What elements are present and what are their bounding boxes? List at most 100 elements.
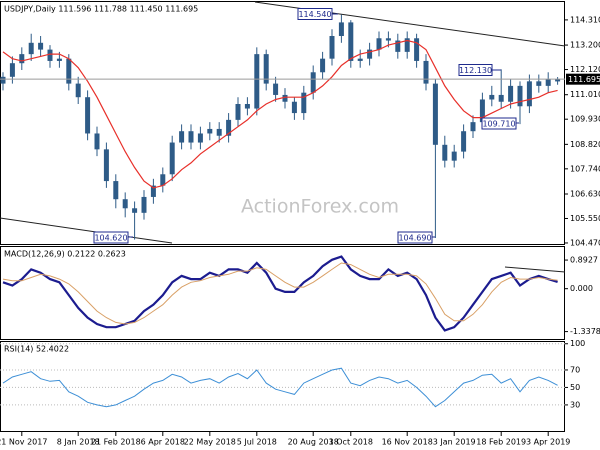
candle-body [150, 185, 156, 197]
candle-body [395, 40, 401, 52]
candle-body [160, 174, 166, 186]
candle-body [498, 94, 504, 102]
x-tick-label: 21 Feb 2018 [91, 438, 141, 447]
y-tick-label: 0.000 [570, 284, 593, 293]
candle-body [179, 131, 185, 143]
y-tick-label: 106.630 [570, 189, 600, 198]
candle-body [451, 151, 457, 161]
moving-average [2, 39, 558, 189]
candle-body [19, 54, 25, 64]
candle-body [244, 104, 250, 109]
candle-body [28, 42, 34, 55]
x-tick-label: 6 Apr 2018 [141, 438, 185, 447]
candle-body [470, 122, 476, 132]
candle-body [188, 131, 194, 143]
candle-body [282, 94, 288, 102]
annotation-box [93, 231, 129, 244]
annotation: 109.710 [481, 117, 519, 130]
candle-body [357, 58, 363, 61]
annotation-text: 109.710 [482, 120, 515, 129]
candle-body [169, 142, 175, 175]
y-tick-label: 111.010 [570, 90, 600, 99]
candle-body [404, 38, 410, 52]
annotation-box [397, 231, 433, 244]
candle-body [442, 144, 448, 161]
trendline [0, 217, 173, 244]
annotation-text: 104.620 [94, 234, 127, 243]
candle-body [461, 131, 467, 152]
x-tick-label: 16 Nov 2018 [382, 438, 433, 447]
candle-body [9, 63, 15, 77]
candle-body [338, 22, 344, 37]
candle-body [66, 58, 72, 84]
candle-body [385, 38, 391, 41]
x-tick-label: 22 May 2018 [184, 438, 236, 447]
annotation: 104.690 [397, 231, 435, 244]
candle-body [216, 128, 222, 136]
y-tick-label: 107.740 [570, 164, 600, 173]
candle-body [263, 54, 269, 84]
candle-body [489, 94, 495, 100]
candle-body [141, 196, 147, 213]
x-tick-label: 5 Jul 2018 [237, 438, 277, 447]
x-tick-label: 8 Jan 2018 [57, 438, 100, 447]
y-tick-label: 70 [570, 365, 580, 374]
candle-body [226, 119, 232, 136]
candle-body [367, 49, 373, 59]
y-tick-label: 104.470 [570, 238, 600, 247]
y-tick-label: 100 [570, 339, 585, 348]
y-tick-label: 112.120 [570, 65, 600, 74]
macd-panel [0, 246, 565, 340]
annotation: 114.540 [297, 8, 338, 20]
candle-body [291, 101, 297, 114]
candle-body [103, 149, 109, 182]
watermark: ActionForex.com [241, 196, 399, 218]
candle-body [517, 85, 523, 107]
y-tick-label: 30 [570, 400, 580, 409]
candle-body [85, 97, 91, 134]
y-tick-label: 109.930 [570, 115, 600, 124]
annotation-text: 104.690 [398, 234, 431, 243]
candle-body [122, 199, 128, 209]
candle-body [536, 81, 542, 86]
candle-body [320, 58, 326, 73]
y-tick-label: 0.8927 [570, 256, 598, 265]
candle-body [432, 83, 438, 145]
y-tick-label: 113.200 [570, 41, 600, 50]
candle-body [526, 81, 532, 107]
x-tick-label: 21 Nov 2017 [0, 438, 47, 447]
y-tick-label: 50 [570, 383, 580, 392]
x-tick-label: 3 Jan 2019 [433, 438, 476, 447]
candle-body [38, 42, 44, 50]
annotation: 112.130 [458, 64, 501, 76]
rsi-title: RSI(14) 52.4022 [4, 345, 69, 354]
candle-body [310, 72, 316, 93]
candle-body [479, 99, 485, 123]
candle-body [348, 22, 354, 61]
candle-body [197, 133, 203, 143]
candle-body [414, 38, 420, 61]
y-tick-label: 114.310 [570, 15, 600, 24]
candle-body [0, 76, 6, 84]
candle-body [301, 92, 307, 114]
price-panel [0, 1, 565, 245]
series-line [2, 255, 558, 332]
candle-body [235, 104, 241, 120]
x-tick-label: 18 Feb 2019 [476, 438, 526, 447]
annotation-text: 114.540 [298, 10, 331, 19]
annotation-box [297, 8, 333, 20]
candle-body [273, 83, 279, 95]
chart-title: USDJPY,Daily 111.596 111.788 111.450 111… [4, 5, 198, 14]
candle-body [555, 79, 561, 82]
candle-body [132, 208, 138, 213]
candle-body [56, 58, 62, 61]
x-tick-label: 20 Aug 2018 [288, 438, 339, 447]
x-tick-label: 3 Apr 2019 [526, 438, 570, 447]
candle-body [47, 49, 53, 61]
marks [0, 14, 565, 408]
annotation-box [458, 64, 493, 76]
candle-body [207, 128, 213, 134]
series-line [2, 367, 558, 408]
candle-body [545, 79, 551, 86]
